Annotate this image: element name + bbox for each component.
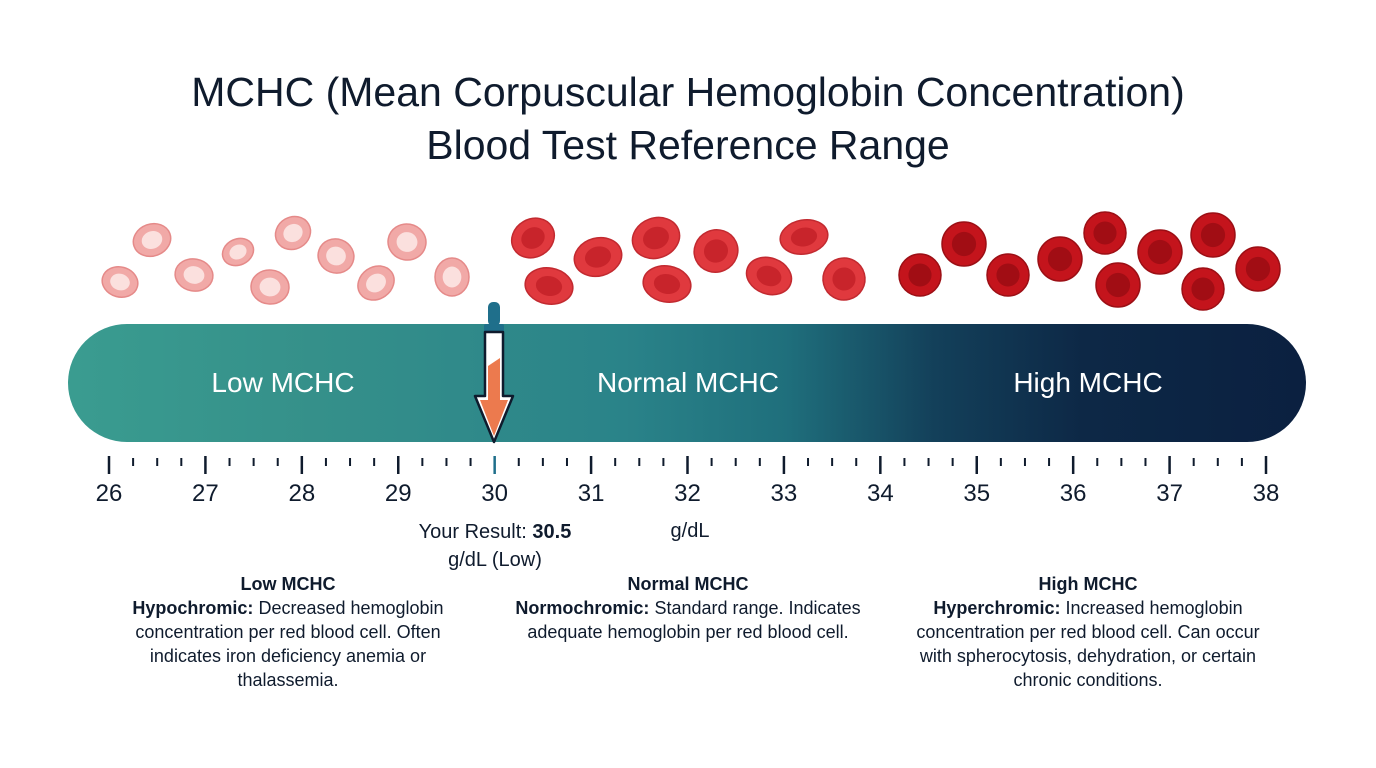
tick-label: 38 (1252, 480, 1280, 507)
tick-label: 32 (674, 480, 701, 507)
red-blood-cell-icon (1083, 211, 1127, 255)
range-bar (68, 324, 1306, 442)
description-low-term: Hypochromic: (132, 598, 254, 618)
red-blood-cell-icon (510, 217, 556, 259)
red-blood-cells-illustration (101, 211, 1281, 311)
red-blood-cell-icon (573, 236, 623, 278)
red-blood-cell-icon (101, 266, 139, 298)
tick-label: 37 (1156, 480, 1183, 507)
description-normal-term: Normochromic: (515, 598, 650, 618)
title-line-1: MCHC (Mean Corpuscular Hemoglobin Concen… (191, 69, 1185, 115)
red-blood-cell-icon (941, 221, 987, 267)
red-blood-cell-icon (631, 216, 681, 260)
your-result: Your Result: 30.5 g/dL (Low) (380, 518, 610, 574)
description-normal-heading: Normal MCHC (627, 574, 749, 594)
page-title: MCHC (Mean Corpuscular Hemoglobin Concen… (0, 66, 1376, 172)
red-blood-cell-icon (317, 238, 355, 274)
description-normal-text: Standard range. Indicates adequate hemog… (527, 598, 861, 642)
tick-label: 36 (1059, 480, 1087, 507)
red-blood-cell-icon (357, 265, 395, 301)
result-marker-icon (473, 302, 515, 444)
tick-label: 29 (384, 480, 412, 507)
description-high-heading: High MCHC (1038, 574, 1138, 594)
description-high: High MCHC Hyperchromic: Increased hemogl… (898, 572, 1278, 692)
red-blood-cell-icon (174, 258, 214, 292)
zone-label-high: High MCHC (1013, 367, 1163, 398)
red-blood-cell-icon (1235, 246, 1281, 292)
red-blood-cell-icon (1137, 229, 1183, 275)
red-blood-cell-icon (434, 257, 470, 297)
red-blood-cell-icon (822, 257, 866, 301)
tick-label: 28 (288, 480, 316, 507)
description-low: Low MCHC Hypochromic: Decreased hemoglob… (98, 572, 478, 692)
description-normal: Normal MCHC Normochromic: Standard range… (498, 572, 878, 644)
red-blood-cell-icon (387, 223, 427, 261)
axis-ticks (107, 456, 1268, 474)
title-line-2: Blood Test Reference Range (426, 122, 950, 168)
red-blood-cell-icon (524, 267, 574, 305)
description-high-text: Increased hemoglobin concentration per r… (916, 598, 1260, 690)
red-blood-cell-icon (779, 218, 829, 256)
red-blood-cell-icon (898, 253, 942, 297)
red-blood-cell-icon (274, 215, 312, 251)
red-blood-cell-icon (642, 265, 692, 303)
result-suffix: g/dL (Low) (448, 549, 542, 571)
tick-label: 35 (963, 480, 991, 507)
red-blood-cell-icon (986, 253, 1030, 297)
tick-label: 26 (95, 480, 123, 507)
result-prefix: Your Result: (418, 521, 527, 543)
red-blood-cell-icon (1190, 212, 1236, 258)
red-blood-cell-icon (1181, 267, 1225, 311)
description-low-text: Decreased hemoglobin concentration per r… (135, 598, 444, 690)
tick-label: 34 (866, 480, 894, 507)
red-blood-cell-icon (1095, 262, 1141, 308)
description-high-term: Hyperchromic: (933, 598, 1061, 618)
zone-label-normal: Normal MCHC (597, 367, 779, 398)
red-blood-cell-icon (221, 237, 255, 267)
tick-label: 30 (481, 480, 508, 507)
tick-label: 27 (192, 480, 219, 507)
tick-label: 31 (577, 480, 605, 507)
red-blood-cell-icon (132, 222, 172, 258)
zone-label-low: Low MCHC (211, 367, 355, 398)
red-blood-cell-icon (1037, 236, 1083, 282)
axis-unit: g/dL (670, 520, 710, 542)
description-low-heading: Low MCHC (240, 574, 336, 594)
red-blood-cell-icon (745, 256, 793, 296)
red-blood-cell-icon (693, 229, 739, 273)
tick-label: 33 (770, 480, 798, 507)
result-value: 30.5 (532, 521, 572, 543)
red-blood-cell-icon (250, 269, 290, 305)
